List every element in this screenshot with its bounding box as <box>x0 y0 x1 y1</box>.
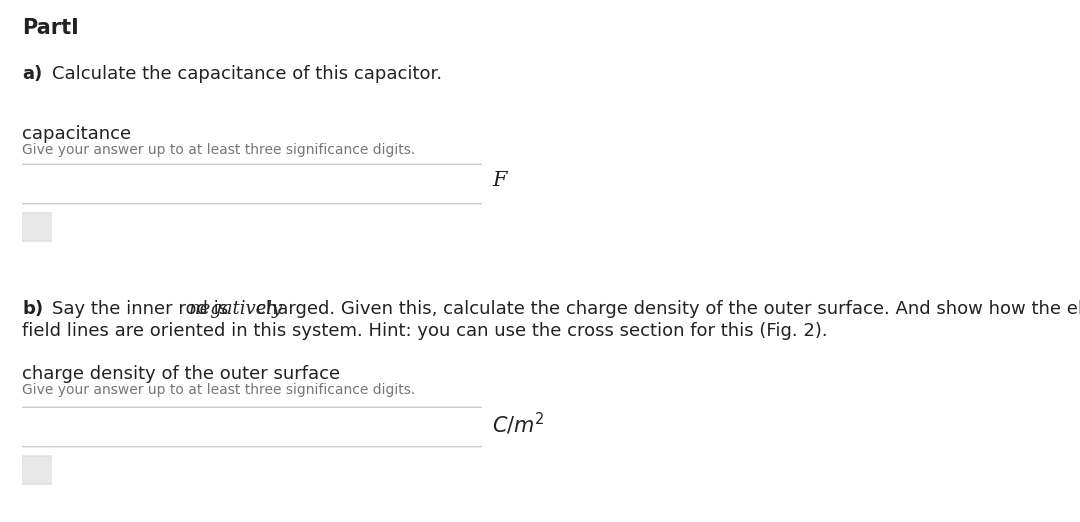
Text: PartI: PartI <box>22 18 79 38</box>
Text: F: F <box>492 171 507 190</box>
FancyBboxPatch shape <box>17 164 487 204</box>
Text: Calculate the capacitance of this capacitor.: Calculate the capacitance of this capaci… <box>52 65 442 83</box>
Text: a): a) <box>22 65 42 83</box>
FancyBboxPatch shape <box>22 213 52 241</box>
FancyBboxPatch shape <box>17 407 487 447</box>
Text: Give your answer up to at least three significance digits.: Give your answer up to at least three si… <box>22 383 415 397</box>
Text: b): b) <box>22 300 43 318</box>
Text: Give your answer up to at least three significance digits.: Give your answer up to at least three si… <box>22 143 415 157</box>
FancyBboxPatch shape <box>22 456 52 484</box>
Text: negatively: negatively <box>189 300 283 318</box>
Text: charge density of the outer surface: charge density of the outer surface <box>22 365 340 383</box>
Text: Say the inner rod is: Say the inner rod is <box>52 300 234 318</box>
Text: charged. Given this, calculate the charge density of the outer surface. And show: charged. Given this, calculate the charg… <box>257 300 1080 318</box>
Text: capacitance: capacitance <box>22 125 131 143</box>
Text: field lines are oriented in this system. Hint: you can use the cross section for: field lines are oriented in this system.… <box>22 322 827 340</box>
Text: $C/m^2$: $C/m^2$ <box>492 411 544 437</box>
